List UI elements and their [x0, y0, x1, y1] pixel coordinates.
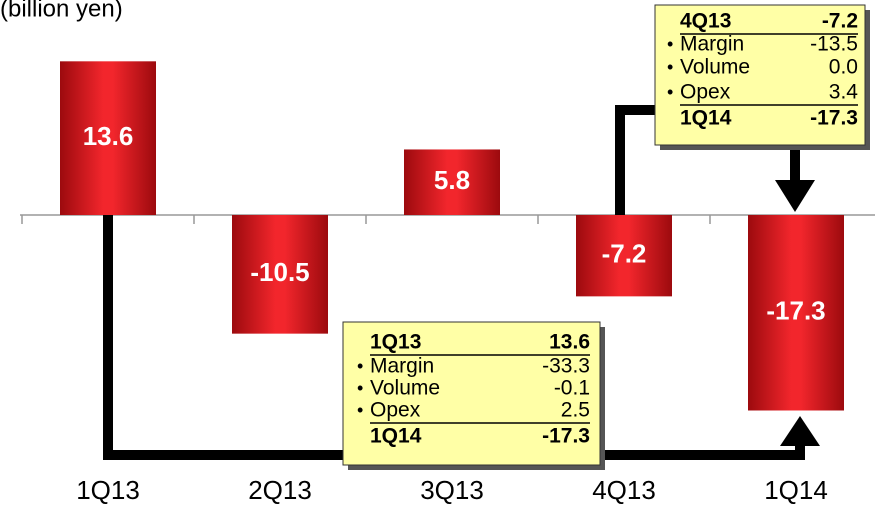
annotation-box — [654, 4, 866, 146]
box-value: -17.3 — [542, 425, 590, 448]
x-tick-label: 2Q13 — [248, 475, 312, 505]
x-tick-label: 1Q13 — [76, 475, 140, 505]
flow-line — [615, 105, 665, 215]
x-tick-label: 4Q13 — [592, 475, 656, 505]
box-value: 2.5 — [561, 399, 590, 422]
box-label: 4Q13 — [680, 10, 731, 33]
bullet: • — [357, 378, 363, 398]
box-label: 1Q13 — [370, 331, 421, 354]
box-value: 13.6 — [549, 331, 590, 354]
bar — [404, 149, 500, 215]
box-value: -0.1 — [554, 377, 590, 400]
bar — [748, 215, 844, 411]
box-label: 1Q14 — [370, 425, 422, 448]
box-label: Volume — [680, 56, 750, 79]
bullet: • — [667, 57, 673, 77]
bullet: • — [667, 82, 673, 102]
arrow-head — [775, 180, 815, 212]
bullet: • — [357, 356, 363, 376]
box-value: -7.2 — [822, 10, 858, 33]
bullet: • — [667, 34, 673, 54]
x-tick-label: 3Q13 — [420, 475, 484, 505]
box-label: Volume — [370, 377, 440, 400]
bar — [232, 215, 328, 334]
bar-label: -17.3 — [766, 296, 825, 326]
bar-label: -10.5 — [250, 257, 309, 287]
box-label: Margin — [680, 33, 744, 56]
box-value: -13.5 — [810, 33, 858, 56]
arrow-head — [780, 416, 820, 446]
box-value: -33.3 — [542, 355, 590, 378]
annotation-box — [342, 321, 601, 466]
unit-label: (billion yen) — [0, 0, 123, 22]
bullet: • — [357, 400, 363, 420]
box-label: 1Q14 — [680, 107, 732, 130]
box-value: -17.3 — [810, 107, 858, 130]
x-tick-label: 1Q14 — [764, 475, 828, 505]
box-label: Margin — [370, 355, 434, 378]
box-label: Opex — [370, 399, 421, 422]
bar-label: -7.2 — [602, 239, 647, 269]
bar-label: 13.6 — [83, 121, 134, 151]
box-label: Opex — [680, 81, 731, 104]
box-value: 0.0 — [829, 56, 858, 79]
box-value: 3.4 — [829, 81, 859, 104]
bar-label: 5.8 — [434, 165, 470, 195]
bar — [60, 61, 156, 215]
bar — [576, 215, 672, 297]
